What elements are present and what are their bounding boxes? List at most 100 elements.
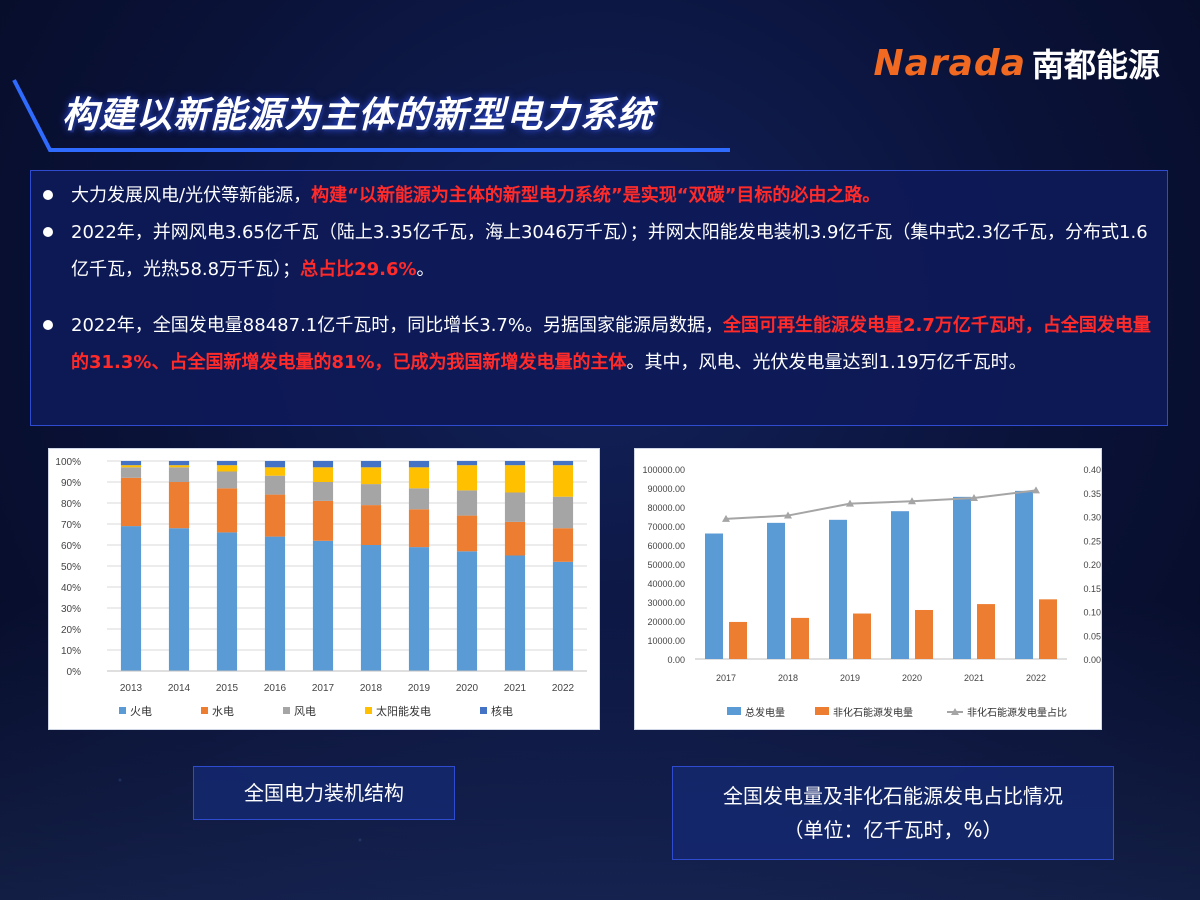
bar-segment <box>360 505 382 545</box>
y-tick-label: 30% <box>61 604 81 615</box>
bar <box>829 519 847 659</box>
bullet-3-text-a: 2022年，全国发电量88487.1亿千瓦时，同比增长3.7%。另据国家能源局数… <box>71 315 723 336</box>
bar-segment <box>216 461 238 466</box>
bar <box>767 522 785 659</box>
bullet-2-text-b: 总占比29.6% <box>300 259 417 280</box>
bar <box>1015 490 1033 659</box>
y-tick-label: 100% <box>55 457 81 468</box>
bar-segment <box>168 461 190 466</box>
x-tick-label: 2022 <box>552 683 575 694</box>
bar <box>977 604 995 659</box>
bar-segment <box>312 500 334 541</box>
bar-segment <box>360 461 382 468</box>
logo-english: Narada <box>873 42 1026 84</box>
y2-tick-label: 0.35 <box>1083 489 1101 499</box>
y-tick-label: 80000.00 <box>647 503 685 513</box>
bar-segment <box>552 465 574 497</box>
y-tick-label: 40000.00 <box>647 579 685 589</box>
legend-swatch <box>201 707 208 714</box>
bar-segment <box>312 482 334 501</box>
bar-segment <box>456 465 478 491</box>
y-tick-label: 20% <box>61 625 81 636</box>
bar-segment <box>360 467 382 485</box>
bar-segment <box>216 488 238 533</box>
ratio-point <box>908 497 916 505</box>
bar-segment <box>504 465 526 493</box>
legend-swatch <box>727 707 741 715</box>
bar-segment <box>552 461 574 466</box>
bar-segment <box>168 467 190 482</box>
bar-segment <box>408 509 430 548</box>
bar-segment <box>120 477 142 527</box>
y-tick-label: 30000.00 <box>647 598 685 608</box>
right-caption-line2: （单位：亿千瓦时，%） <box>783 818 1003 842</box>
bullet-3-text-c: 。其中，风电、光伏发电量达到1.19万亿千瓦时。 <box>626 352 1027 373</box>
bar-segment <box>312 467 334 482</box>
title-decoration <box>12 79 730 152</box>
bar-segment <box>168 465 190 468</box>
bullet-1: 大力发展风电/光伏等新能源，构建“以新能源为主体的新型电力系统”是实现“双碳”目… <box>43 177 1155 214</box>
bar-segment <box>312 540 334 671</box>
bar-segment <box>456 461 478 466</box>
right-chart-caption: 全国发电量及非化石能源发电占比情况 （单位：亿千瓦时，%） <box>672 766 1114 860</box>
right-caption-line1: 全国发电量及非化石能源发电占比情况 <box>723 784 1063 808</box>
ratio-point <box>846 499 854 507</box>
bar-segment <box>408 488 430 510</box>
bullet-2-text-a: 2022年，并网风电3.65亿千瓦（陆上3.35亿千瓦，海上3046万千瓦）；并… <box>71 222 1148 280</box>
bullet-dot <box>43 227 53 237</box>
legend-label: 非化石能源发电量占比 <box>967 706 1067 719</box>
bar-segment <box>504 555 526 671</box>
y-tick-label: 40% <box>61 583 81 594</box>
bar-segment <box>312 461 334 468</box>
ratio-point <box>1032 486 1040 494</box>
x-tick-label: 2013 <box>120 683 143 694</box>
bar-segment <box>216 471 238 489</box>
bar-segment <box>552 561 574 671</box>
bar-segment <box>552 528 574 562</box>
y2-tick-label: 0.30 <box>1083 513 1101 523</box>
y2-tick-label: 0.15 <box>1083 584 1101 594</box>
bar-segment <box>264 475 286 495</box>
bar-segment <box>504 492 526 522</box>
page-title: 构建以新能源为主体的新型电力系统 <box>62 95 655 136</box>
bar-segment <box>168 482 190 529</box>
y-tick-label: 0.00 <box>667 655 685 665</box>
bar-segment <box>552 496 574 529</box>
generation-chart-panel: 0.00 10000.00 20000.00 30000.00 40000.00 5000… <box>634 448 1102 730</box>
y-tick-label: 0% <box>67 667 82 678</box>
legend-label: 水电 <box>212 705 234 718</box>
bar <box>705 533 723 659</box>
y-tick-label: 100000.00 <box>642 465 685 475</box>
y-tick-label: 50% <box>61 562 81 573</box>
bar-segment <box>216 465 238 472</box>
bar <box>729 621 747 659</box>
bar-segment <box>360 545 382 671</box>
bar-segment <box>120 465 142 468</box>
x-tick-label: 2017 <box>716 673 736 683</box>
x-tick-label: 2020 <box>456 683 479 694</box>
x-tick-label: 2021 <box>964 673 984 683</box>
x-tick-label: 2018 <box>360 683 383 694</box>
y-tick-label: 60% <box>61 541 81 552</box>
legend-label: 火电 <box>130 705 152 718</box>
legend-label: 总发电量 <box>745 706 785 719</box>
bar-segment <box>360 484 382 506</box>
y-tick-label: 50000.00 <box>647 560 685 570</box>
bar <box>915 609 933 659</box>
ratio-point <box>970 493 978 501</box>
y2-tick-label: 0.00 <box>1083 655 1101 665</box>
ratio-point <box>722 514 730 522</box>
bar <box>853 613 871 659</box>
bar-segment <box>264 467 286 476</box>
y-tick-label: 70000.00 <box>647 522 685 532</box>
legend-label: 非化石能源发电量 <box>833 706 913 719</box>
y-tick-label: 10000.00 <box>647 636 685 646</box>
bar <box>791 617 809 659</box>
bar-segment <box>120 526 142 671</box>
bullet-3: 2022年，全国发电量88487.1亿千瓦时，同比增长3.7%。另据国家能源局数… <box>43 307 1155 381</box>
bar-segment <box>408 461 430 468</box>
y-tick-label: 20000.00 <box>647 617 685 627</box>
legend-label: 风电 <box>294 705 316 718</box>
ratio-line <box>725 489 1037 520</box>
bar-segment <box>504 521 526 556</box>
